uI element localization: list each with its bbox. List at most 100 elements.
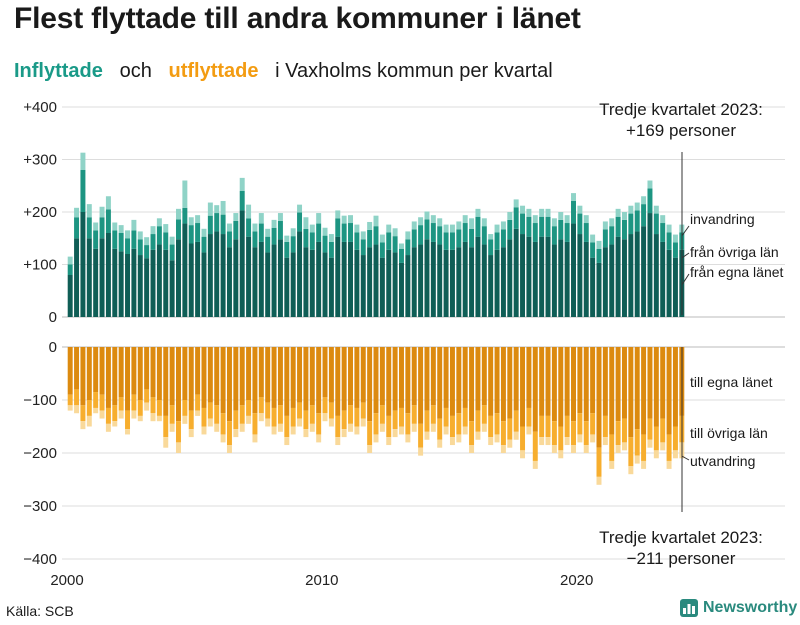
bar-in-0 xyxy=(424,239,430,317)
bar-in-0 xyxy=(80,212,86,317)
bar-in-1 xyxy=(520,213,526,235)
bar-out-1 xyxy=(672,426,678,451)
bar-out-0 xyxy=(647,347,653,419)
bar-out-0 xyxy=(666,347,672,435)
bar-in-2 xyxy=(226,223,232,232)
bar-in-2 xyxy=(131,219,137,231)
leader-line xyxy=(681,225,690,237)
bar-in-2 xyxy=(188,217,194,226)
bar-out-1 xyxy=(513,410,519,432)
bar-in-2 xyxy=(392,228,398,237)
bar-out-0 xyxy=(660,347,666,419)
bar-in-2 xyxy=(469,218,475,229)
bar-in-0 xyxy=(577,234,583,317)
bar-in-1 xyxy=(99,217,105,239)
bar-out-1 xyxy=(226,421,232,446)
bar-out-2 xyxy=(290,426,296,435)
bar-out-0 xyxy=(105,347,111,408)
bar-in-2 xyxy=(80,152,86,170)
bar-in-2 xyxy=(373,215,379,227)
bar-out-0 xyxy=(150,347,156,398)
bar-out-1 xyxy=(67,394,73,406)
bar-in-0 xyxy=(615,236,621,317)
bar-in-2 xyxy=(316,213,322,224)
bar-in-1 xyxy=(532,223,538,242)
bar-out-1 xyxy=(545,415,551,438)
bar-out-1 xyxy=(188,410,194,430)
bar-in-2 xyxy=(182,180,188,208)
bar-out-1 xyxy=(590,413,596,435)
bar-out-1 xyxy=(443,407,449,427)
bar-out-1 xyxy=(602,415,608,438)
bar-in-2 xyxy=(571,193,576,201)
bar-out-2 xyxy=(367,445,373,453)
brand-logo[interactable]: Newsworthy xyxy=(680,599,797,617)
bar-in-1 xyxy=(265,236,271,253)
bar-in-1 xyxy=(481,226,487,245)
bar-in-1 xyxy=(596,248,602,263)
bar-out-2 xyxy=(252,434,258,443)
bar-out-1 xyxy=(176,421,181,443)
bar-in-2 xyxy=(67,256,73,265)
bar-in-2 xyxy=(424,211,430,220)
migration-chart: 0 +100 +200 +300 +400 0 −100 −200 −300 −400 2000 20… xyxy=(23,99,785,589)
bar-in-0 xyxy=(309,249,315,317)
bar-in-2 xyxy=(150,226,156,235)
bar-in-2 xyxy=(500,221,506,230)
bar-out-0 xyxy=(233,347,239,411)
bar-in-2 xyxy=(176,208,181,220)
bar-out-2 xyxy=(176,442,181,453)
bar-out-1 xyxy=(118,397,124,411)
bar-out-0 xyxy=(462,347,468,408)
bar-out-2 xyxy=(74,405,80,414)
bar-out-1 xyxy=(609,434,615,461)
bar-in-1 xyxy=(86,217,92,239)
bar-out-0 xyxy=(176,347,181,422)
bar-out-1 xyxy=(615,421,621,446)
bar-in-0 xyxy=(195,241,201,317)
bar-out-1 xyxy=(207,402,213,419)
bar-out-2 xyxy=(660,442,666,451)
bar-out-1 xyxy=(99,394,105,411)
y-tick-label-top: +200 xyxy=(23,204,57,221)
bar-in-1 xyxy=(67,264,73,275)
bar-out-2 xyxy=(443,426,449,435)
bar-out-2 xyxy=(201,426,207,435)
bar-out-0 xyxy=(226,347,232,422)
bar-in-0 xyxy=(335,236,341,317)
bar-in-0 xyxy=(462,241,468,317)
bar-in-0 xyxy=(360,255,366,317)
bar-in-1 xyxy=(316,223,322,242)
bar-out-2 xyxy=(93,407,99,414)
source-label: Källa: SCB xyxy=(6,603,74,619)
bar-out-1 xyxy=(653,426,659,451)
bar-out-0 xyxy=(481,347,487,406)
bar-in-1 xyxy=(500,229,506,248)
bar-in-2 xyxy=(628,205,634,214)
bar-in-0 xyxy=(163,249,169,317)
bar-out-0 xyxy=(169,347,175,406)
bar-out-2 xyxy=(609,460,615,469)
bar-in-1 xyxy=(239,191,245,211)
label-invandring: invandring xyxy=(690,211,755,227)
bar-in-1 xyxy=(475,216,481,237)
bar-in-1 xyxy=(672,242,678,258)
bar-in-2 xyxy=(290,228,296,237)
bar-in-2 xyxy=(367,221,373,230)
bar-out-1 xyxy=(220,413,226,435)
bar-out-0 xyxy=(118,347,124,398)
bar-out-2 xyxy=(386,437,392,446)
bar-out-2 xyxy=(118,410,124,419)
bar-in-1 xyxy=(233,220,239,240)
bar-in-0 xyxy=(265,252,271,317)
bar-out-1 xyxy=(379,405,385,424)
bar-out-0 xyxy=(195,347,201,395)
bar-out-2 xyxy=(520,450,526,459)
bar-out-2 xyxy=(494,434,500,443)
bar-out-0 xyxy=(564,347,570,416)
bar-out-1 xyxy=(105,407,111,424)
bar-out-2 xyxy=(590,434,596,443)
bar-in-2 xyxy=(86,204,92,218)
bar-in-0 xyxy=(354,249,360,317)
bar-in-0 xyxy=(488,255,494,317)
